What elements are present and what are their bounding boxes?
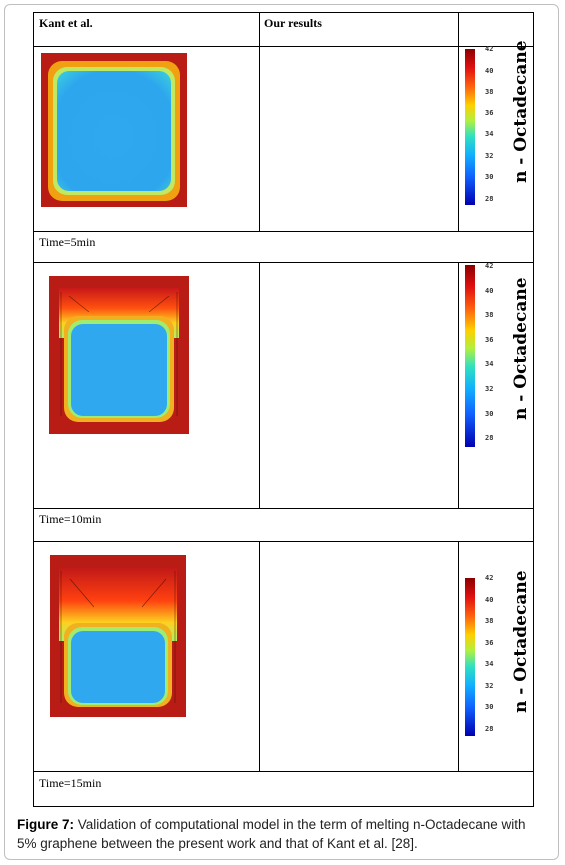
colorbar-gradient <box>465 578 475 736</box>
colorbar-tick: 32 <box>485 682 494 690</box>
figure-frame <box>4 4 559 860</box>
simulation-image-10min <box>49 276 189 434</box>
col-divider <box>458 541 459 771</box>
colorbar-tick: 28 <box>485 195 494 203</box>
colorbar-tick: 34 <box>485 660 494 668</box>
colorbar-gradient <box>465 49 475 205</box>
comparison-table: Kant et al. Our results Time=5min Time= <box>33 12 534 807</box>
col-divider <box>458 262 459 508</box>
figure-caption: Figure 7: Validation of computational mo… <box>17 815 547 853</box>
colorbar-tick: 28 <box>485 725 494 733</box>
colorbar-tick: 30 <box>485 410 494 418</box>
time-label-15min: Time=15min <box>39 776 102 790</box>
row-divider <box>34 771 533 772</box>
colorbar-tick: 38 <box>485 311 494 319</box>
colorbar-tick: 34 <box>485 130 494 138</box>
colorbar-tick: 32 <box>485 385 494 393</box>
colorbar-tick: 36 <box>485 639 494 647</box>
row-divider <box>34 262 533 263</box>
colorbar-label: n - Octadecane <box>511 277 531 420</box>
colorbar-gradient <box>465 265 475 447</box>
simulation-image-5min <box>41 53 187 207</box>
colorbar-tick: 36 <box>485 336 494 344</box>
colorbar-tick: 30 <box>485 703 494 711</box>
simulation-image-15min <box>50 555 186 717</box>
time-label-5min: Time=5min <box>39 235 96 249</box>
col-divider <box>458 13 459 231</box>
caption-prefix: Figure 7: <box>17 817 75 832</box>
colorbar-label: n - Octadecane <box>511 40 531 183</box>
colorbar-tick: 40 <box>485 67 494 75</box>
colorbar-tick: 42 <box>485 262 494 270</box>
col-divider <box>259 262 260 508</box>
colorbar-tick: 28 <box>485 434 494 442</box>
colorbar-tick: 36 <box>485 109 494 117</box>
col-divider <box>259 13 260 231</box>
colorbar-tick: 38 <box>485 617 494 625</box>
header-our-results: Our results <box>264 16 322 30</box>
time-label-10min: Time=10min <box>39 512 102 526</box>
row-divider <box>34 46 533 47</box>
colorbar-tick: 32 <box>485 152 494 160</box>
header-kant: Kant et al. <box>39 16 93 30</box>
row-divider <box>34 508 533 509</box>
colorbar-tick: 42 <box>485 45 494 53</box>
colorbar-tick: 42 <box>485 574 494 582</box>
colorbar-tick: 38 <box>485 88 494 96</box>
colorbar-tick: 30 <box>485 173 494 181</box>
caption-text: Validation of computational model in the… <box>17 817 526 851</box>
colorbar-label: n - Octadecane <box>511 570 531 713</box>
colorbar-tick: 40 <box>485 596 494 604</box>
colorbar-tick: 34 <box>485 360 494 368</box>
colorbar-tick: 40 <box>485 287 494 295</box>
col-divider <box>259 541 260 771</box>
row-divider <box>34 541 533 542</box>
row-divider <box>34 231 533 232</box>
